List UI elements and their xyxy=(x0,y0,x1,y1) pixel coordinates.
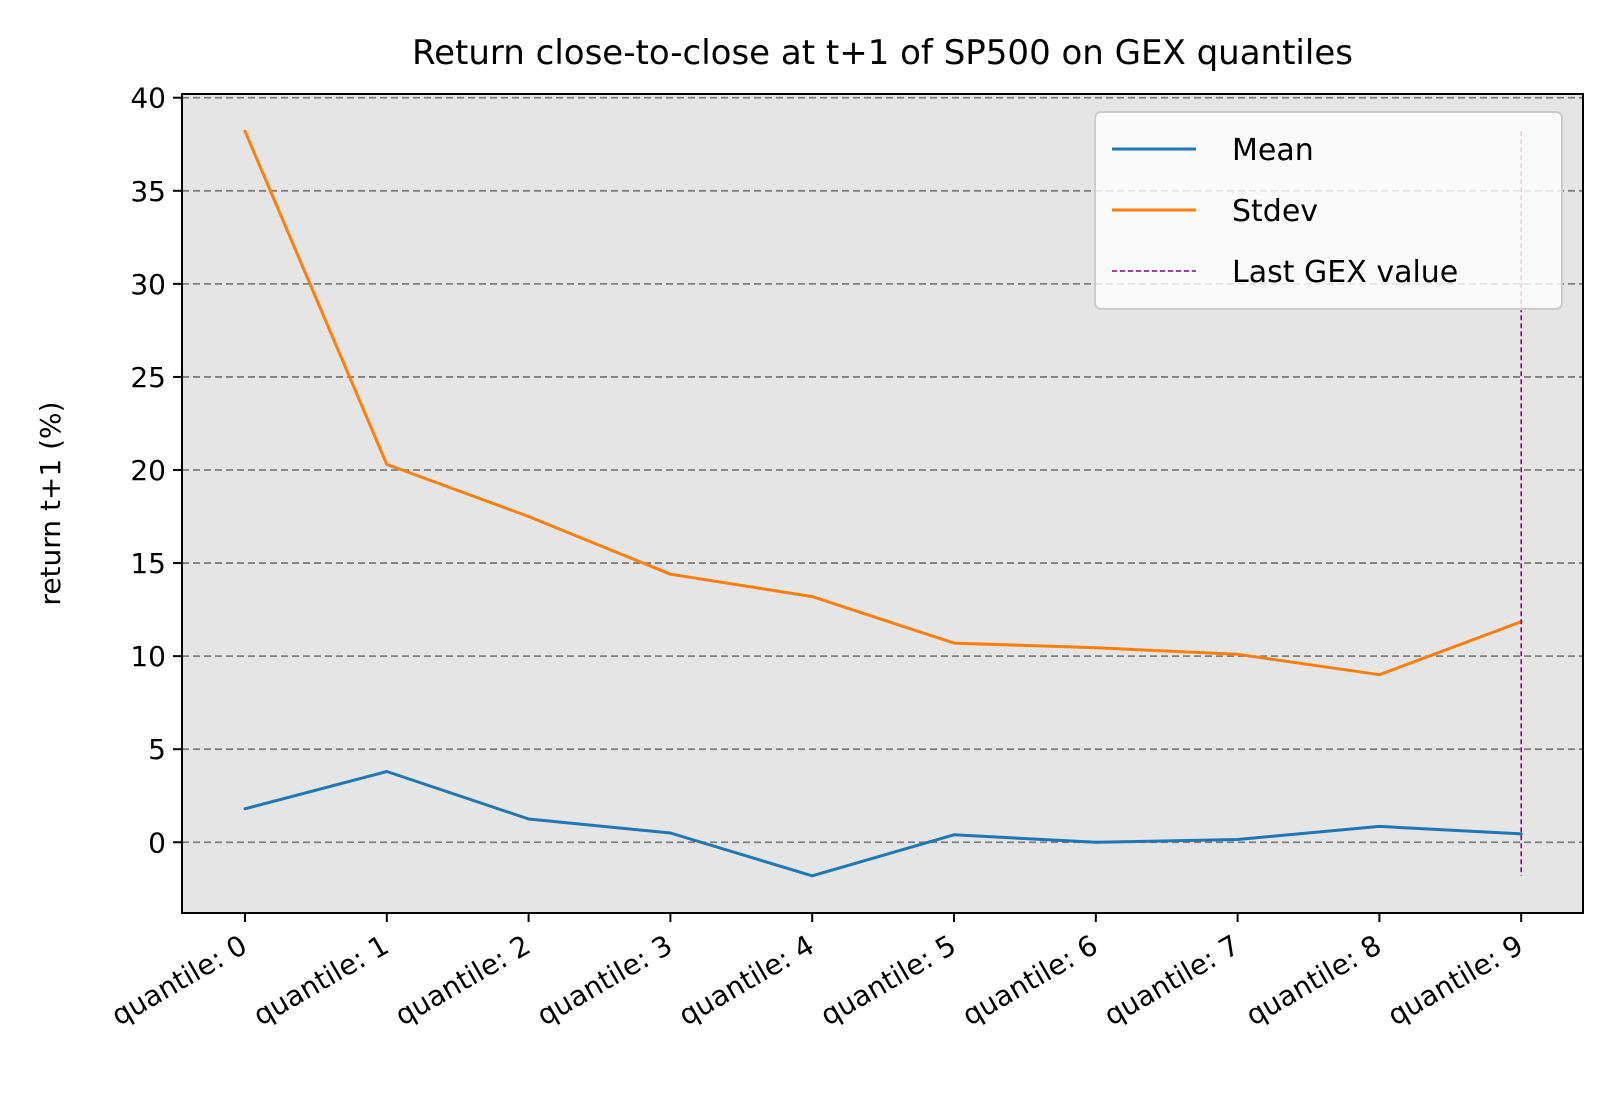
legend: Mean Stdev Last GEX value xyxy=(1094,111,1563,310)
data-point xyxy=(668,572,672,576)
data-point xyxy=(1236,837,1240,841)
data-point xyxy=(810,874,814,878)
x-tick-label: quantile: 0 xyxy=(106,928,253,1032)
data-point xyxy=(385,462,389,466)
x-tick-label: quantile: 5 xyxy=(815,928,962,1032)
gridlines xyxy=(182,96,1583,844)
x-tick-label: quantile: 4 xyxy=(673,928,820,1032)
data-point xyxy=(243,807,247,811)
series-line-mean xyxy=(244,770,1522,878)
chart-title: Return close-to-close at t+1 of SP500 on… xyxy=(412,33,1353,73)
y-tick-label: 5 xyxy=(148,733,166,766)
data-point xyxy=(952,833,956,837)
series-line-stdev xyxy=(243,130,1522,677)
y-tick-label: 0 xyxy=(148,826,166,859)
data-point xyxy=(1094,840,1098,844)
data-point xyxy=(385,770,389,774)
legend-box xyxy=(1094,111,1563,310)
y-tick-label: 20 xyxy=(130,454,166,487)
data-point xyxy=(243,129,247,133)
x-tick-label: quantile: 8 xyxy=(1240,928,1387,1032)
data-point xyxy=(1377,824,1381,828)
x-tick-label: quantile: 3 xyxy=(531,928,678,1032)
x-tick-label: quantile: 6 xyxy=(957,928,1104,1032)
data-point xyxy=(527,817,531,821)
legend-label: Stdev xyxy=(1232,194,1318,229)
data-point xyxy=(810,595,814,599)
y-tick-label: 30 xyxy=(130,268,166,301)
y-tick-label: 40 xyxy=(130,82,166,115)
data-point xyxy=(1519,832,1523,836)
y-tick-label: 10 xyxy=(130,640,166,673)
y-tick-label: 35 xyxy=(130,175,166,208)
data-point xyxy=(668,831,672,835)
plot-frame xyxy=(181,93,1584,914)
legend-label: Last GEX value xyxy=(1232,255,1458,290)
data-point xyxy=(527,515,531,519)
legend-label: Mean xyxy=(1232,133,1314,168)
y-tick-label: 25 xyxy=(130,361,166,394)
y-axis-label: return t+1 (%) xyxy=(34,401,67,605)
y-axis: 0 5 10 15 20 25 30 35 40 xyxy=(130,82,182,859)
data-point xyxy=(1377,673,1381,677)
x-tick-label: quantile: 9 xyxy=(1382,928,1529,1032)
data-point xyxy=(952,641,956,645)
data-point xyxy=(1094,646,1098,650)
x-tick-label: quantile: 1 xyxy=(248,928,395,1032)
y-tick-label: 15 xyxy=(130,547,166,580)
data-point xyxy=(1236,652,1240,656)
x-tick-label: quantile: 7 xyxy=(1098,928,1245,1032)
x-tick-label: quantile: 2 xyxy=(389,928,536,1032)
